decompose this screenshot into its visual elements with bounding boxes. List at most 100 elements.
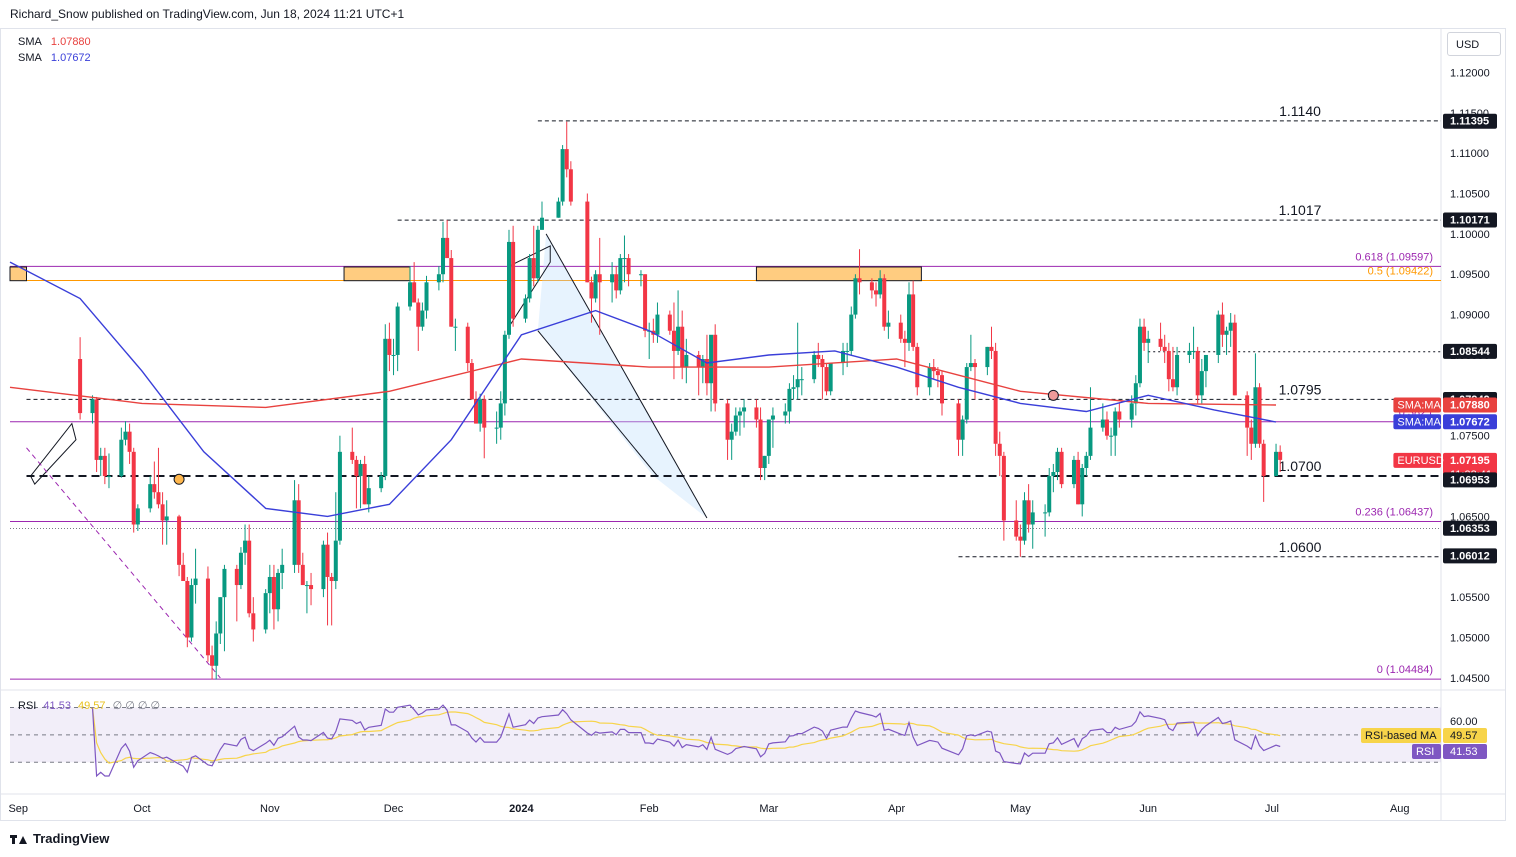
- candle: [321, 540, 326, 598]
- candle-body: [585, 201, 590, 283]
- candle-body: [1051, 472, 1056, 477]
- candle-body: [816, 354, 821, 359]
- candle-body: [1166, 350, 1171, 380]
- candle: [1257, 383, 1262, 448]
- candle: [754, 399, 759, 428]
- candle: [770, 407, 775, 448]
- candle-body: [614, 274, 619, 291]
- candle: [610, 262, 615, 303]
- rsi-ma-tag: RSI-based MA: [1365, 730, 1437, 742]
- candle: [1014, 500, 1019, 541]
- candle: [1133, 375, 1138, 416]
- candle: [539, 201, 544, 230]
- candle: [280, 548, 285, 590]
- candle-body: [680, 326, 685, 368]
- price-axis-label-bg: [1443, 472, 1497, 488]
- candle-body: [131, 451, 136, 525]
- price-axis-label-bg: [1443, 212, 1497, 228]
- candle-body: [704, 359, 709, 384]
- candle-body: [1249, 427, 1254, 444]
- sma-legend-200[interactable]: SMA 1.07880: [18, 36, 91, 48]
- candle-body: [296, 500, 301, 565]
- price-tick-label: 1.06500: [1450, 511, 1490, 523]
- candle-body: [1224, 330, 1229, 335]
- candle: [445, 220, 450, 259]
- candle-body: [766, 419, 771, 456]
- candle: [911, 280, 916, 351]
- candle: [1220, 302, 1225, 347]
- candle-body: [972, 363, 977, 368]
- time-axis-label: Oct: [133, 803, 150, 815]
- candle-body: [177, 516, 182, 565]
- candle: [1199, 359, 1204, 404]
- candle: [841, 342, 846, 376]
- candle: [387, 322, 392, 372]
- candle-body: [94, 399, 99, 460]
- candle-body: [498, 403, 503, 428]
- candle: [238, 547, 243, 590]
- candle-body: [210, 655, 215, 666]
- candle: [1076, 451, 1081, 505]
- candle-body: [610, 274, 615, 283]
- candle-body: [770, 415, 775, 420]
- candle: [1129, 395, 1134, 428]
- candle-body: [164, 516, 169, 521]
- tradingview-logo[interactable]: TradingView: [10, 831, 109, 846]
- candle-body: [523, 298, 528, 319]
- candle-body: [193, 578, 198, 586]
- candle-body: [527, 258, 532, 299]
- candle: [234, 564, 239, 622]
- candle: [1187, 342, 1192, 364]
- candle-body: [185, 581, 190, 638]
- candle-body: [205, 578, 210, 656]
- currency-button[interactable]: USD: [1447, 32, 1501, 56]
- candle-body: [593, 274, 598, 299]
- brand-name: TradingView: [33, 831, 110, 846]
- candle-body: [1274, 451, 1279, 477]
- candle: [556, 197, 561, 218]
- candle: [857, 249, 862, 295]
- rsi-legend[interactable]: RSI 41.53 49.57 ∅ ∅ ∅ ∅: [18, 699, 164, 712]
- candle-body: [420, 310, 425, 327]
- candle: [449, 250, 454, 327]
- rsi-axis-label-bg: [1443, 743, 1487, 759]
- candle: [1224, 326, 1229, 355]
- sma-legend-50[interactable]: SMA 1.07672: [18, 52, 91, 64]
- candle: [148, 476, 153, 513]
- candle-body: [1216, 314, 1221, 355]
- candle-body: [935, 371, 940, 376]
- candle-body: [989, 346, 994, 351]
- candle-body: [849, 314, 854, 351]
- candle-body: [1076, 459, 1081, 505]
- candle: [940, 371, 945, 416]
- candle: [193, 548, 198, 604]
- candle: [1175, 346, 1180, 396]
- candle: [469, 359, 474, 400]
- candle: [465, 322, 470, 372]
- candle-body: [292, 500, 297, 565]
- candle-body: [626, 258, 631, 275]
- candle-body: [1220, 314, 1225, 335]
- candle: [185, 576, 190, 648]
- candle-body: [1142, 326, 1147, 343]
- candle: [795, 322, 800, 400]
- price-axis-label-bg: [1443, 113, 1497, 129]
- candle: [1071, 455, 1076, 489]
- candle: [585, 193, 590, 283]
- candle: [626, 254, 631, 287]
- candle-body: [1137, 326, 1142, 384]
- price-tick-label: 1.04500: [1450, 673, 1490, 685]
- candle: [993, 342, 998, 456]
- candle-body: [733, 415, 738, 432]
- candle: [1055, 447, 1060, 481]
- price-axis-label: 1.08544: [1450, 346, 1491, 358]
- candle-body: [391, 354, 396, 356]
- candle-body: [271, 576, 276, 610]
- candle-body: [1047, 476, 1052, 513]
- candle: [655, 302, 660, 343]
- signal-marker: [1047, 389, 1059, 401]
- candle-body: [1113, 411, 1118, 436]
- key-level-label: 1.1017: [1279, 202, 1322, 218]
- candle-body: [1261, 443, 1266, 477]
